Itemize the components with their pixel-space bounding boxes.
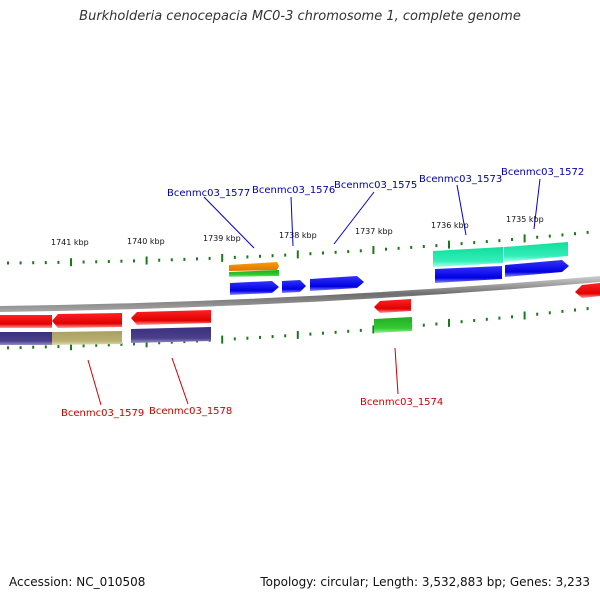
scale-label-1740: 1740 kbp <box>127 237 165 246</box>
scale-label-1736: 1736 kbp <box>431 221 469 230</box>
leader-lines-bottom <box>87 347 399 406</box>
scale-label-1741: 1741 kbp <box>51 238 89 247</box>
genome-backbone <box>0 276 600 312</box>
scale-label-1739: 1739 kbp <box>203 234 241 243</box>
gene-unlabeled-left[interactable] <box>0 315 52 345</box>
accession-text: Accession: NC_010508 <box>9 575 146 589</box>
gene-label-bcenmc03-1576[interactable]: Bcenmc03_1576 <box>252 185 335 196</box>
genome-summary-text: Topology: circular; Length: 3,532,883 bp… <box>260 575 590 589</box>
gene-label-bcenmc03-1579[interactable]: Bcenmc03_1579 <box>61 408 144 419</box>
gene-bcenmc03-1574[interactable] <box>374 299 412 333</box>
scale-ticks-top <box>7 230 589 267</box>
map-title: Burkholderia cenocepacia MC0-3 chromosom… <box>79 9 521 24</box>
gene-label-bcenmc03-1574[interactable]: Bcenmc03_1574 <box>360 397 443 408</box>
scale-label-1735: 1735 kbp <box>506 215 544 224</box>
gene-bcenmc03-1579[interactable] <box>52 313 122 345</box>
gene-label-bcenmc03-1572[interactable]: Bcenmc03_1572 <box>501 167 584 178</box>
gene-label-bcenmc03-1578[interactable]: Bcenmc03_1578 <box>149 406 232 417</box>
scale-label-1738: 1738 kbp <box>279 231 317 240</box>
gene-unlabeled-right[interactable] <box>575 283 600 298</box>
gene-bcenmc03-1572[interactable] <box>504 242 569 277</box>
leader-lines-top <box>203 178 541 249</box>
scale-label-1737: 1737 kbp <box>355 227 393 236</box>
gene-bcenmc03-1577[interactable] <box>229 262 279 295</box>
gene-label-bcenmc03-1573[interactable]: Bcenmc03_1573 <box>419 174 502 185</box>
gene-bcenmc03-1578[interactable] <box>131 310 211 343</box>
gene-label-bcenmc03-1577[interactable]: Bcenmc03_1577 <box>167 188 250 199</box>
gene-bcenmc03-1573[interactable] <box>433 247 503 283</box>
gene-label-bcenmc03-1575[interactable]: Bcenmc03_1575 <box>334 180 417 191</box>
gene-bcenmc03-1575[interactable] <box>310 276 364 291</box>
gene-bcenmc03-1576[interactable] <box>282 280 306 293</box>
